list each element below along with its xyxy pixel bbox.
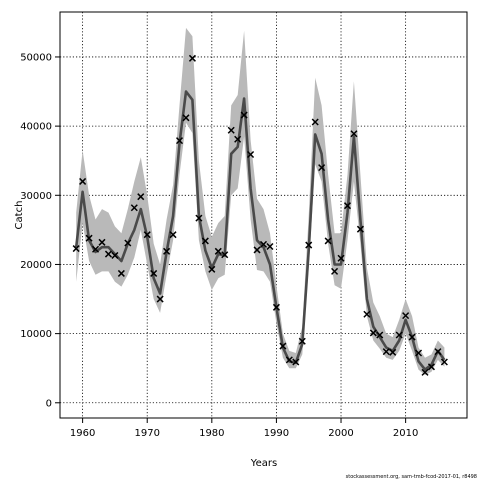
observed-point	[253, 246, 261, 254]
observed-point	[92, 245, 100, 253]
x-tick-label: 1990	[264, 428, 289, 439]
observed-point	[227, 126, 235, 134]
y-tick-label: 20000	[20, 260, 52, 271]
observed-point	[234, 135, 242, 143]
plot-frame	[59, 11, 468, 419]
observed-point	[266, 242, 274, 251]
observed-point	[369, 329, 377, 337]
axes: 1960 1970 1980 1990 2000 2010 0 10000 20000 30000…	[20, 11, 468, 439]
source-footnote: stockassessment.org, sam-tmb-fcod-2017-0…	[346, 474, 477, 480]
observed-point	[279, 342, 287, 350]
observed-point	[343, 202, 352, 210]
observed-point	[356, 225, 364, 233]
observed-point	[395, 331, 403, 339]
observed-point	[163, 247, 171, 255]
observed-point	[415, 349, 423, 357]
x-tick-label: 1960	[70, 428, 95, 439]
observed-point	[331, 267, 339, 275]
observed-point	[324, 237, 332, 245]
x-tick-label: 1970	[134, 428, 159, 439]
y-tick-label: 40000	[20, 122, 52, 133]
observed-point	[376, 331, 384, 339]
observed-point	[337, 254, 345, 262]
x-tick-label: 2000	[328, 428, 353, 439]
observed-point	[130, 204, 138, 212]
observed-point	[389, 348, 397, 356]
observed-point	[79, 177, 87, 185]
observed-point	[298, 337, 306, 345]
observed-point	[305, 241, 313, 249]
observed-point	[208, 265, 216, 273]
observed-point	[247, 150, 255, 159]
observed-point	[259, 240, 268, 248]
observed-point	[104, 250, 112, 258]
observed-point	[402, 312, 410, 320]
observed-point	[117, 269, 125, 277]
y-tick-label: 50000	[20, 52, 52, 63]
observed-point	[111, 251, 119, 259]
observed-point	[285, 356, 293, 364]
observed-point	[195, 214, 203, 222]
observed-point	[169, 231, 177, 239]
observed-point	[350, 130, 358, 138]
observed-point	[240, 111, 248, 119]
observed-point	[98, 238, 106, 246]
gridlines	[60, 12, 467, 418]
observed-point	[72, 245, 80, 253]
observed-point	[85, 234, 93, 242]
observed-point	[382, 348, 390, 356]
y-tick-label: 0	[46, 398, 52, 409]
observed-point	[318, 164, 326, 172]
observed-point	[124, 239, 132, 247]
x-axis-label: Years	[250, 458, 277, 469]
confidence-band	[76, 27, 445, 376]
y-axis-label: Catch	[14, 201, 25, 230]
observed-point	[221, 251, 229, 259]
y-tick-label: 10000	[20, 329, 52, 340]
y-tick-label: 30000	[20, 191, 52, 202]
observed-point	[427, 363, 435, 371]
estimate-line	[74, 90, 446, 371]
observed-point	[434, 348, 442, 356]
x-tick-label: 1980	[199, 428, 224, 439]
observed-point	[272, 303, 280, 311]
confidence-band-area	[76, 27, 445, 376]
observed-point	[311, 118, 319, 126]
observed-point	[182, 114, 190, 122]
observed-point	[201, 237, 209, 245]
observed-point	[421, 368, 429, 376]
observed-points	[72, 54, 448, 376]
x-tick-label: 2010	[393, 428, 418, 439]
observed-point	[156, 295, 164, 303]
estimate-series-line	[74, 90, 446, 371]
observed-point	[292, 358, 300, 366]
observed-point	[363, 310, 371, 318]
observed-point	[175, 137, 184, 145]
observed-point	[150, 269, 158, 277]
observed-point	[188, 54, 196, 62]
observed-point	[143, 231, 151, 239]
observed-point	[214, 247, 222, 255]
observed-point	[440, 358, 448, 366]
observed-point	[408, 333, 416, 341]
observed-point	[137, 193, 145, 201]
